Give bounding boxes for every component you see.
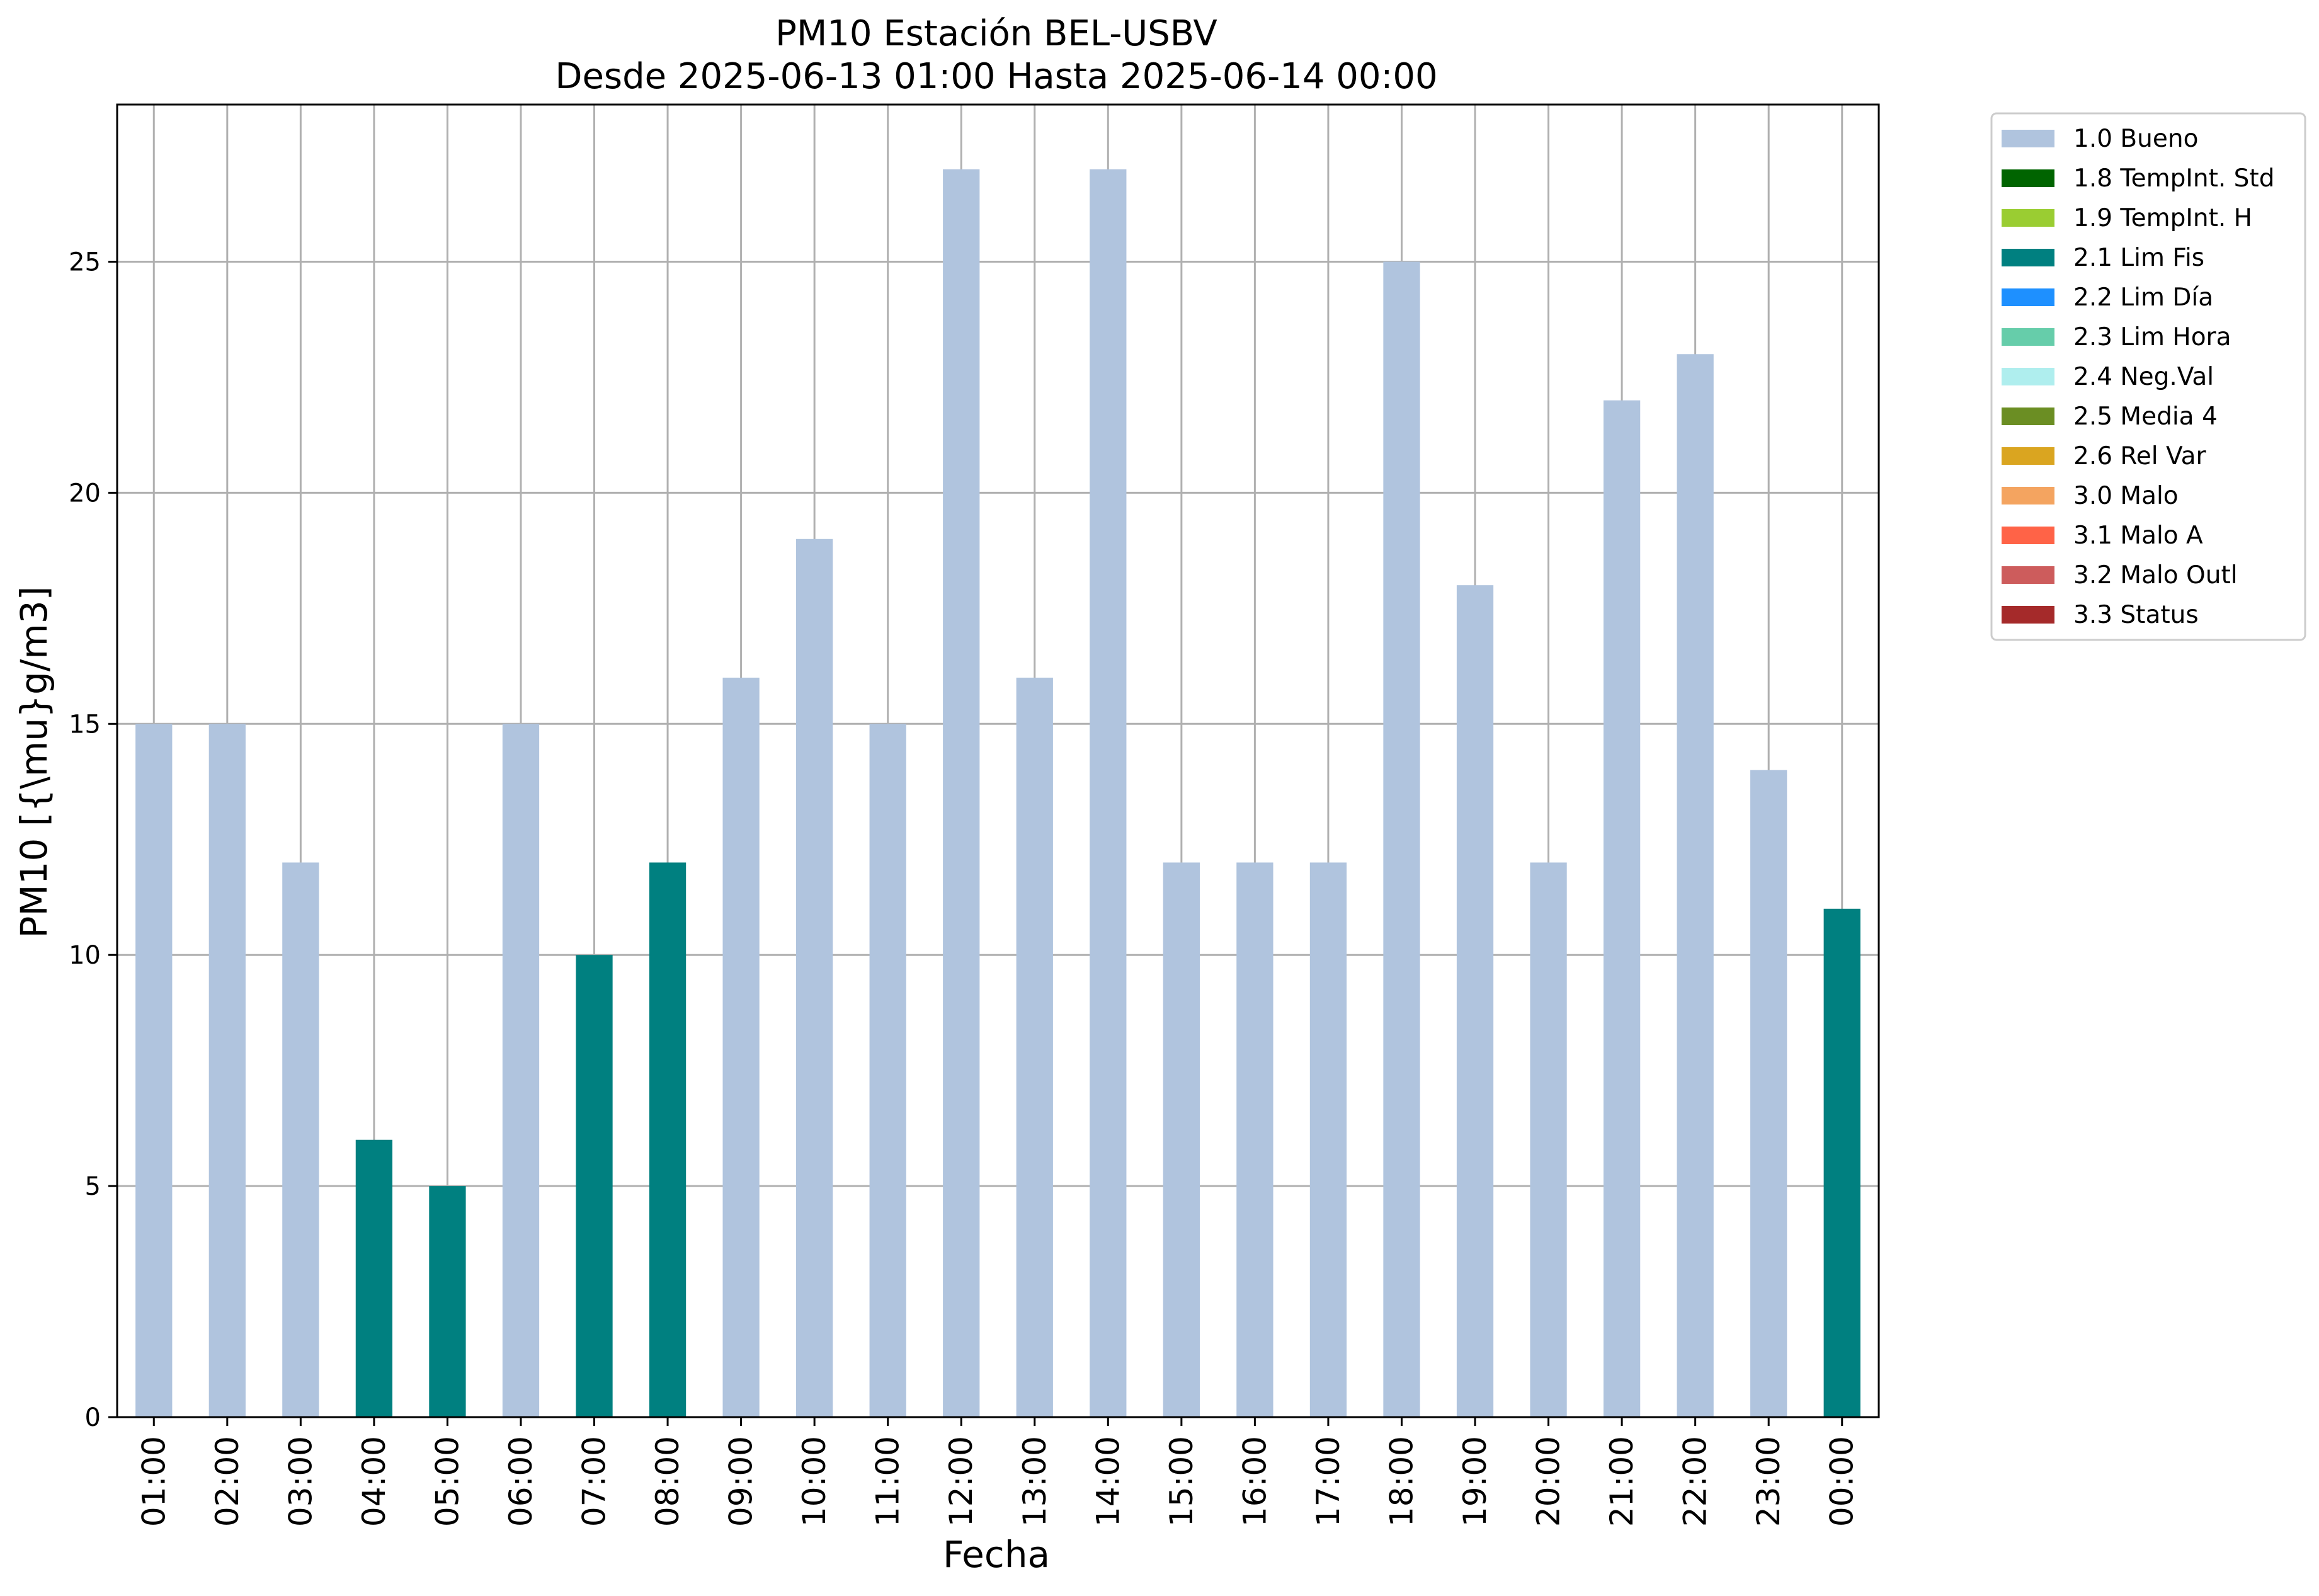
legend-label: 2.2 Lim Día	[2073, 283, 2213, 312]
legend-label: 2.1 Lim Fis	[2073, 244, 2204, 272]
x-tick-label: 13:00	[1017, 1436, 1053, 1527]
x-tick-label: 23:00	[1750, 1436, 1787, 1527]
bar	[135, 724, 173, 1417]
y-tick-label: 10	[69, 941, 101, 970]
legend-swatch	[2002, 566, 2054, 584]
legend-swatch	[2002, 249, 2054, 266]
bar	[722, 677, 760, 1417]
x-axis-ticks: 01:00 02:00 03:00 04:00 05:00 06:00 07:00 08:00…	[135, 1417, 1860, 1527]
y-tick-label: 15	[69, 710, 101, 739]
x-tick-label: 15:00	[1163, 1436, 1200, 1527]
bar	[1016, 677, 1053, 1417]
x-gridlines	[152, 105, 1843, 1417]
x-tick-label: 04:00	[356, 1436, 392, 1527]
legend-frame	[1990, 112, 2306, 641]
bar	[355, 1139, 393, 1417]
chart-subtitle: Desde 2025-06-13 01:00 Hasta 2025-06-14 …	[555, 56, 1437, 97]
y-tick-label: 0	[85, 1403, 101, 1432]
legend-swatch	[2002, 408, 2054, 425]
bar	[1750, 770, 1787, 1417]
legend-swatch	[2002, 606, 2054, 624]
legend-swatch	[2002, 328, 2054, 346]
x-tick-label: 00:00	[1824, 1436, 1860, 1527]
x-tick-label: 21:00	[1604, 1436, 1640, 1527]
bar	[1236, 862, 1273, 1417]
bar	[1163, 862, 1200, 1417]
legend-label: 2.6 Rel Var	[2073, 442, 2207, 470]
bar	[1823, 908, 1860, 1417]
bar	[429, 1186, 466, 1417]
y-tick-label: 20	[69, 479, 101, 508]
bar	[796, 539, 833, 1417]
legend-label: 1.0 Bueno	[2073, 125, 2198, 153]
x-tick-label: 19:00	[1457, 1436, 1493, 1527]
y-tick-label: 5	[85, 1172, 101, 1201]
x-tick-label: 07:00	[576, 1436, 613, 1527]
plot-frame	[116, 103, 1880, 1418]
legend-swatch	[2002, 130, 2054, 147]
x-tick-label: 06:00	[503, 1436, 539, 1527]
legend-swatch	[2002, 288, 2054, 306]
legend: 1.0 Bueno 1.8 TempInt. Std 1.9 TempInt. H 2…	[1990, 112, 2306, 641]
bar	[1530, 862, 1567, 1417]
bar	[1309, 862, 1347, 1417]
legend-label: 2.4 Neg.Val	[2073, 363, 2214, 391]
x-tick-label: 11:00	[870, 1436, 906, 1527]
bar	[502, 724, 540, 1417]
x-tick-label: 20:00	[1530, 1436, 1567, 1527]
legend-label: 3.1 Malo A	[2073, 522, 2203, 550]
bars	[135, 169, 1860, 1418]
x-tick-label: 08:00	[649, 1436, 686, 1527]
legend-swatch	[2002, 447, 2054, 465]
bar	[1603, 400, 1641, 1417]
bar	[1090, 169, 1127, 1417]
x-tick-label: 01:00	[135, 1436, 172, 1527]
legend-swatch	[2002, 169, 2054, 187]
bar	[943, 169, 980, 1417]
y-axis-ticks: 0 5 10 15 20 25	[69, 248, 117, 1432]
legend-swatch	[2002, 368, 2054, 385]
legend-swatch	[2002, 487, 2054, 504]
x-tick-label: 10:00	[796, 1436, 833, 1527]
legend-label: 3.3 Status	[2073, 601, 2199, 629]
legend-label: 2.5 Media 4	[2073, 402, 2218, 431]
bar	[576, 955, 613, 1417]
x-tick-label: 14:00	[1090, 1436, 1126, 1527]
x-tick-label: 09:00	[723, 1436, 760, 1527]
legend-label: 3.0 Malo	[2073, 482, 2179, 510]
bar	[208, 724, 246, 1417]
y-tick-label: 25	[69, 248, 101, 276]
x-tick-label: 02:00	[209, 1436, 246, 1527]
x-tick-label: 16:00	[1236, 1436, 1273, 1527]
bar	[282, 862, 319, 1417]
bar	[1383, 261, 1420, 1418]
x-tick-label: 22:00	[1677, 1436, 1714, 1527]
x-tick-label: 18:00	[1383, 1436, 1420, 1527]
x-tick-label: 17:00	[1310, 1436, 1347, 1527]
x-tick-label: 05:00	[429, 1436, 465, 1527]
legend-label: 1.9 TempInt. H	[2073, 204, 2252, 232]
bar	[1677, 354, 1714, 1417]
chart-title: PM10 Estación BEL-USBV	[775, 13, 1217, 54]
bar	[869, 724, 906, 1417]
x-tick-label: 03:00	[282, 1436, 319, 1527]
legend-label: 2.3 Lim Hora	[2073, 323, 2231, 351]
y-axis-label: PM10 [{\mu}g/m3]	[13, 586, 55, 938]
x-axis-label: Fecha	[943, 1533, 1050, 1576]
legend-swatch	[2002, 209, 2054, 227]
bar	[649, 862, 687, 1417]
bar	[1456, 585, 1494, 1417]
legend-swatch	[2002, 527, 2054, 544]
x-tick-label: 12:00	[943, 1436, 979, 1527]
legend-label: 1.8 TempInt. Std	[2073, 164, 2274, 193]
legend-label: 3.2 Malo Outl	[2073, 561, 2238, 590]
